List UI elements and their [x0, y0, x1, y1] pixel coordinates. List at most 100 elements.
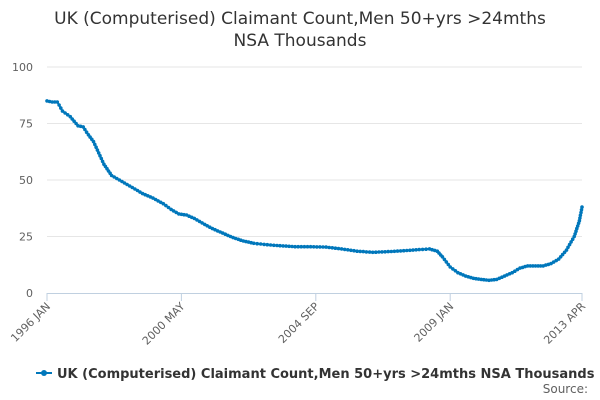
data-point[interactable]: [171, 209, 176, 213]
data-point[interactable]: [578, 216, 582, 220]
data-point[interactable]: [579, 208, 584, 212]
data-point[interactable]: [57, 103, 61, 107]
data-point[interactable]: [96, 151, 101, 155]
data-point[interactable]: [174, 210, 178, 215]
data-point[interactable]: [98, 153, 102, 158]
data-point[interactable]: [55, 100, 60, 104]
data-point[interactable]: [383, 250, 387, 254]
data-point[interactable]: [281, 244, 285, 248]
data-point[interactable]: [318, 245, 322, 249]
data-point[interactable]: [398, 249, 403, 253]
data-point[interactable]: [476, 277, 481, 281]
data-point[interactable]: [569, 240, 573, 244]
data-point[interactable]: [489, 278, 494, 282]
data-point[interactable]: [349, 248, 353, 253]
data-point[interactable]: [112, 175, 116, 179]
data-point[interactable]: [578, 213, 583, 218]
data-point[interactable]: [138, 190, 142, 194]
data-point[interactable]: [284, 244, 288, 248]
data-point[interactable]: [125, 182, 129, 187]
data-point[interactable]: [492, 277, 496, 282]
data-point[interactable]: [311, 245, 316, 249]
data-point[interactable]: [133, 187, 137, 191]
data-point[interactable]: [361, 249, 366, 254]
data-point[interactable]: [333, 246, 338, 250]
data-point[interactable]: [265, 242, 270, 247]
data-point[interactable]: [83, 127, 87, 132]
data-point[interactable]: [451, 267, 455, 271]
legend[interactable]: UK (Computerised) Claimant Count,Men 50+…: [36, 367, 595, 382]
data-point[interactable]: [515, 267, 520, 272]
data-point[interactable]: [380, 250, 384, 254]
data-point[interactable]: [258, 242, 263, 246]
data-point[interactable]: [536, 264, 540, 268]
data-point[interactable]: [370, 250, 375, 255]
data-point[interactable]: [182, 212, 186, 217]
data-point[interactable]: [533, 264, 538, 268]
data-point[interactable]: [200, 221, 204, 225]
data-point[interactable]: [339, 247, 344, 251]
data-point[interactable]: [417, 247, 422, 252]
data-point[interactable]: [424, 247, 428, 251]
data-point[interactable]: [296, 244, 301, 249]
data-point[interactable]: [287, 244, 291, 249]
data-point[interactable]: [84, 130, 89, 134]
data-point[interactable]: [408, 248, 412, 253]
data-point[interactable]: [579, 210, 583, 215]
data-point[interactable]: [420, 247, 425, 252]
data-point[interactable]: [395, 249, 400, 253]
data-point[interactable]: [355, 249, 359, 253]
data-point[interactable]: [166, 205, 171, 210]
data-point[interactable]: [302, 244, 307, 249]
data-point[interactable]: [566, 245, 570, 250]
data-point[interactable]: [573, 232, 577, 236]
data-point[interactable]: [315, 245, 319, 249]
data-point[interactable]: [386, 249, 391, 254]
data-point[interactable]: [290, 244, 294, 249]
data-point[interactable]: [95, 148, 100, 152]
data-point[interactable]: [453, 269, 458, 273]
data-point[interactable]: [308, 244, 313, 249]
data-point[interactable]: [268, 243, 273, 247]
data-point[interactable]: [164, 203, 168, 208]
data-point[interactable]: [551, 260, 556, 264]
data-point[interactable]: [330, 246, 335, 250]
data-point[interactable]: [567, 242, 572, 247]
data-point[interactable]: [442, 257, 447, 262]
data-point[interactable]: [122, 181, 127, 185]
data-point[interactable]: [63, 111, 67, 115]
data-point[interactable]: [324, 245, 328, 249]
data-point[interactable]: [60, 109, 65, 113]
data-point[interactable]: [93, 142, 97, 147]
data-point[interactable]: [161, 201, 166, 206]
data-point[interactable]: [299, 244, 304, 249]
data-point[interactable]: [197, 219, 202, 224]
data-point[interactable]: [570, 237, 575, 241]
data-point[interactable]: [538, 264, 543, 268]
data-point[interactable]: [401, 248, 406, 253]
data-point[interactable]: [272, 243, 276, 248]
data-point[interactable]: [278, 243, 282, 248]
data-point[interactable]: [482, 277, 486, 282]
data-point[interactable]: [192, 216, 197, 221]
data-point[interactable]: [405, 248, 409, 253]
data-point[interactable]: [53, 100, 57, 104]
data-point[interactable]: [479, 277, 484, 282]
data-point[interactable]: [510, 270, 514, 275]
data-point[interactable]: [389, 249, 394, 254]
data-point[interactable]: [336, 246, 341, 251]
data-point[interactable]: [100, 159, 105, 164]
data-point[interactable]: [109, 173, 114, 178]
data-point[interactable]: [99, 156, 104, 161]
data-point[interactable]: [484, 278, 489, 282]
data-point[interactable]: [94, 145, 98, 149]
data-point[interactable]: [446, 262, 451, 267]
data-point[interactable]: [528, 264, 533, 268]
data-point[interactable]: [580, 205, 584, 209]
data-point[interactable]: [293, 244, 297, 249]
data-point[interactable]: [374, 250, 378, 254]
data-point[interactable]: [305, 244, 310, 249]
data-point[interactable]: [115, 176, 119, 181]
data-point[interactable]: [358, 249, 363, 254]
data-point[interactable]: [252, 241, 256, 246]
